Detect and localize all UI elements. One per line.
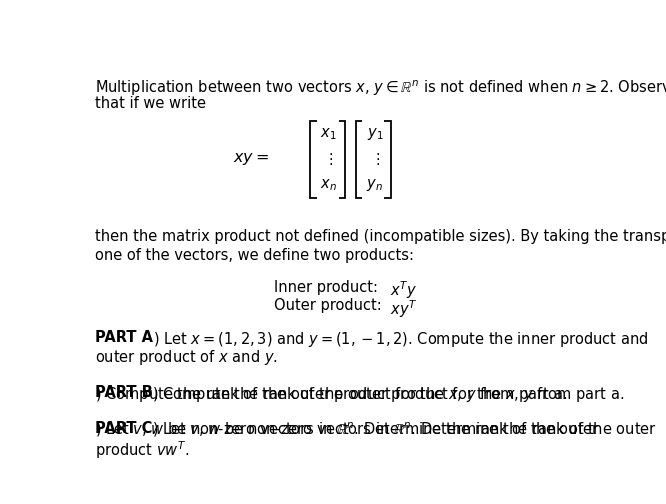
Text: PART B: PART B xyxy=(95,385,153,400)
Text: that if we write: that if we write xyxy=(95,96,206,111)
Text: one of the vectors, we define two products:: one of the vectors, we define two produc… xyxy=(95,247,414,263)
Text: Multiplication between two vectors $x$, $y \in \mathbb{R}^n$ is not defined when: Multiplication between two vectors $x$, … xyxy=(95,78,666,98)
Text: PART C: PART C xyxy=(95,421,152,435)
Text: $xy =$: $xy =$ xyxy=(233,151,269,167)
Text: $xy^T$: $xy^T$ xyxy=(390,298,418,320)
Text: Outer product:: Outer product: xyxy=(274,298,382,313)
Text: ) Let $v$, $w$ be non-zero vectors in $\mathbb{R}^n$. Determine the rank of the : ) Let $v$, $w$ be non-zero vectors in $\… xyxy=(152,421,657,439)
Text: ) Compute the rank of the outer product for the $x$, $y$ from part a.: ) Compute the rank of the outer product … xyxy=(95,385,567,404)
Text: $y_n$: $y_n$ xyxy=(366,177,383,193)
Text: then the matrix product not defined (incompatible sizes). By taking the transpos: then the matrix product not defined (inc… xyxy=(95,229,666,244)
Text: $\vdots$: $\vdots$ xyxy=(324,151,334,167)
Text: $\vdots$: $\vdots$ xyxy=(370,151,380,167)
Text: $x^Ty$: $x^Ty$ xyxy=(390,280,418,301)
Text: $x_1$: $x_1$ xyxy=(320,127,337,142)
Text: outer product of $x$ and $y$.: outer product of $x$ and $y$. xyxy=(95,348,278,367)
Text: $x_n$: $x_n$ xyxy=(320,177,337,193)
Text: ) Let $x = (1, 2, 3)$ and $y = (1, -1, 2)$. Compute the inner product and: ) Let $x = (1, 2, 3)$ and $y = (1, -1, 2… xyxy=(153,330,648,349)
Text: ) Let $v$, $w$ be non-zero vectors in $\mathbb{R}^n$. Determine the rank of the : ) Let $v$, $w$ be non-zero vectors in $\… xyxy=(95,421,599,439)
Text: Inner product:: Inner product: xyxy=(274,280,378,295)
Text: PART A: PART A xyxy=(95,330,153,345)
Text: $y_1$: $y_1$ xyxy=(366,126,383,142)
Text: ) Compute the rank of the outer product for the $x$, $y$ from part a.: ) Compute the rank of the outer product … xyxy=(153,385,625,404)
Text: product $vw^T$.: product $vw^T$. xyxy=(95,439,189,461)
